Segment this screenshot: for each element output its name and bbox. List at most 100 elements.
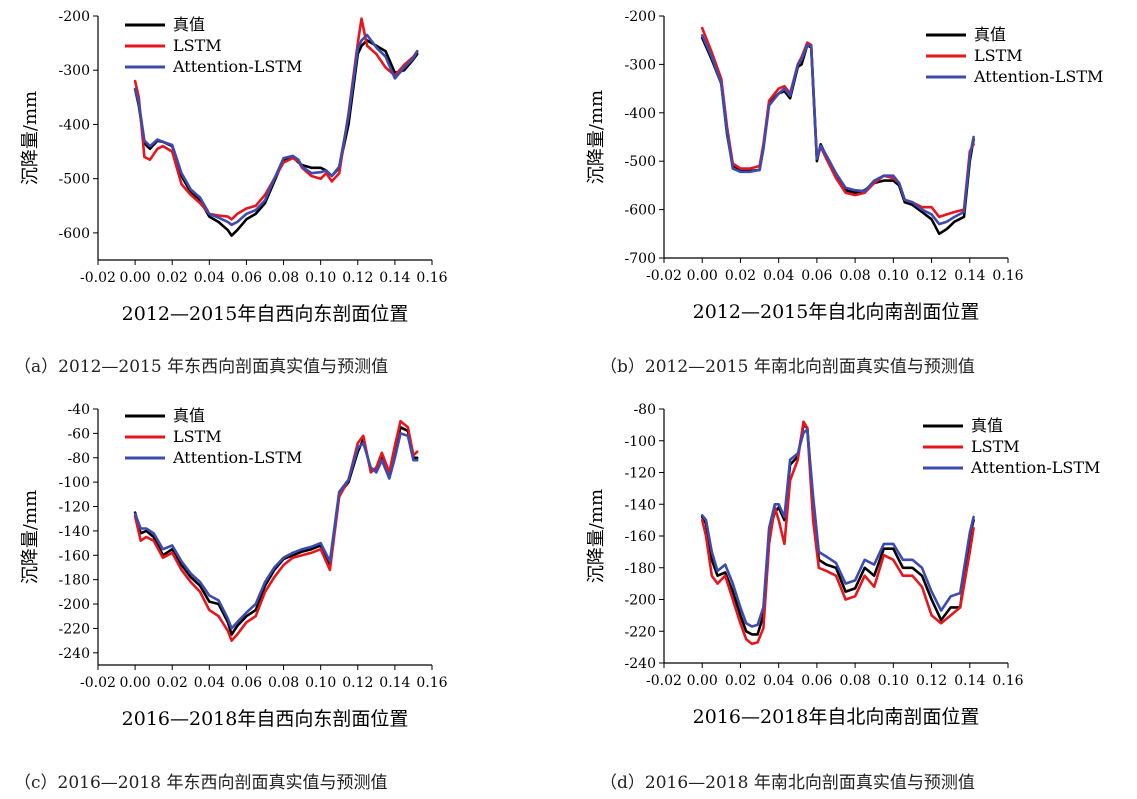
chart-d-legend-label-true-value: 真值 [971,416,1003,435]
chart-d-x-tick-label: 0.08 [840,673,871,689]
chart-c-x-tick-label: 0.00 [120,675,151,691]
chart-a-y-tick-label: -500 [59,172,90,188]
chart-c-svg: -0.02 0.00 0.02 0.04 0.06 0.08 0.10 0.12 0.14 0.1… [20,402,448,730]
chart-c-y-tick-label: -220 [59,621,90,637]
chart-a-y-label: 沉降量/mm [20,91,41,185]
caption-a: （a）2012—2015 年东西向剖面真实值与预测值 [14,357,389,377]
chart-b-x-tick-label: 0.08 [840,268,871,284]
chart-d-y-tick-label: -160 [625,529,656,545]
chart-c-y-tick-label: -40 [67,402,90,418]
chart-a-x-tick-label: 0.08 [268,270,299,286]
chart-c-y-tick-label: -120 [59,500,90,516]
chart-c-x-tick-label: 0.16 [416,675,447,691]
chart-b-x-tick-label: 0.04 [763,268,794,284]
chart-b-y-label: 沉降量/mm [586,90,607,184]
chart-b-x-tick-label: 0.12 [916,268,947,284]
chart-a-x-tick-label: 0.04 [194,270,225,286]
caption-b: （b）2012—2015 年南北向剖面真实值与预测值 [600,357,975,377]
chart-c-x-tick-label: 0.14 [379,675,410,691]
chart-b-y-tick-label: -500 [625,154,656,170]
chart-b-x-tick-label: 0.16 [992,268,1023,284]
chart-d-x-tick-label: 0.10 [878,673,909,689]
caption-c: （c）2016—2018 年东西向剖面真实值与预测值 [14,773,388,793]
chart-c-y-tick-label: -80 [67,451,90,467]
chart-a-y-tick-label: -300 [59,63,90,79]
chart-b-x-tick-label: -0.02 [646,268,682,284]
chart-a-series-attention-lstm-line [133,33,419,227]
chart-b-series-true-value-line [700,36,975,236]
chart-c-y-tick-label: -180 [59,573,90,589]
chart-d-series-attention-lstm-line [700,428,975,628]
chart-c-y-tick-label: -200 [59,597,90,613]
chart-c-legend-label-lstm: LSTM [173,427,222,446]
chart-b: -0.02 0.00 0.02 0.04 0.06 0.08 0.10 0.12 0.14 0.1… [568,0,1137,345]
chart-c: -0.02 0.00 0.02 0.04 0.06 0.08 0.10 0.12 0.14 0.1… [0,395,568,755]
chart-d-y-tick-label: -180 [625,561,656,577]
chart-c-legend-label-attention-lstm: Attention-LSTM [172,448,302,467]
chart-d-svg: -0.02 0.00 0.02 0.04 0.06 0.08 0.10 0.12 0.14 0.1… [586,402,1100,728]
chart-d-x-tick-label: 0.02 [725,673,756,689]
chart-b-x-label: 2012—2015年自北向南剖面位置 [693,301,980,323]
chart-b-y-tick-label: -200 [625,9,656,25]
chart-c-x-tick-label: 0.12 [342,675,373,691]
chart-c-x-tick-label: 0.02 [157,675,188,691]
chart-a-x-tick-label: 0.02 [157,270,188,286]
caption-d: （d）2016—2018 年南北向剖面真实值与预测值 [600,773,975,793]
chart-c-series-lstm-line [133,419,419,642]
chart-b-legend-label-lstm: LSTM [974,46,1023,65]
chart-d-x-tick-label: 0.12 [916,673,947,689]
chart-b-y-tick-label: -700 [625,251,656,267]
chart-c-y-tick-label: -160 [59,548,90,564]
chart-b-y-tick-label: -600 [625,203,656,219]
chart-b-x-tick-label: 0.06 [801,268,832,284]
chart-c-y-tick-label: -140 [59,524,90,540]
chart-d-series-true-value-line [700,423,975,636]
chart-d-y-label: 沉降量/mm [586,489,607,583]
chart-d-y-tick-label: -100 [625,434,656,450]
chart-d-legend-label-lstm: LSTM [971,437,1020,456]
chart-c-y-tick-label: -100 [59,475,90,491]
chart-b-legend-label-attention-lstm: Attention-LSTM [973,67,1103,86]
chart-a-x-tick-label: -0.02 [80,270,116,286]
chart-a-legend-label-attention-lstm: Attention-LSTM [172,57,302,76]
chart-c-x-tick-label: -0.02 [80,675,116,691]
chart-a-legend-label-true-value: 真值 [173,15,205,34]
chart-d-y-tick-label: -140 [625,497,656,513]
chart-c-y-label: 沉降量/mm [20,490,41,584]
chart-b-x-tick-label: 0.02 [725,268,756,284]
chart-a-x-tick-label: 0.06 [231,270,262,286]
chart-d: -0.02 0.00 0.02 0.04 0.06 0.08 0.10 0.12 0.14 0.1… [568,395,1137,755]
chart-a-svg: -0.02 0.00 0.02 0.04 0.06 0.08 0.10 0.12 0.14 0.1… [20,9,448,325]
chart-c-x-label: 2016—2018年自西向东剖面位置 [122,708,409,730]
chart-a: -0.02 0.00 0.02 0.04 0.06 0.08 0.10 0.12 0.14 0.1… [0,0,568,345]
chart-a-x-tick-label: 0.10 [305,270,336,286]
chart-b-x-tick-label: 0.00 [687,268,718,284]
chart-d-y-tick-label: -220 [625,624,656,640]
chart-b-x-tick-label: 0.10 [878,268,909,284]
chart-d-x-tick-label: 0.00 [687,673,718,689]
chart-d-y-tick-label: -240 [625,656,656,672]
chart-d-y-tick-label: -120 [625,466,656,482]
chart-a-legend-label-lstm: LSTM [173,36,222,55]
chart-c-y-tick-label: -60 [67,426,90,442]
chart-c-series-attention-lstm-line [133,432,419,630]
chart-b-x-tick-label: 0.14 [954,268,985,284]
chart-d-y-tick-label: -200 [625,593,656,609]
chart-b-y-tick-label: -400 [625,106,656,122]
chart-d-x-tick-label: 0.06 [801,673,832,689]
chart-c-y-tick-label: -240 [59,646,90,662]
chart-a-x-tick-label: 0.14 [379,270,410,286]
chart-a-y-tick-label: -200 [59,9,90,25]
chart-a-x-tick-label: 0.12 [342,270,373,286]
chart-d-x-tick-label: -0.02 [646,673,682,689]
chart-d-legend-label-attention-lstm: Attention-LSTM [970,458,1100,477]
chart-c-x-tick-label: 0.08 [268,675,299,691]
chart-c-x-tick-label: 0.10 [305,675,336,691]
chart-b-y-tick-label: -300 [625,57,656,73]
chart-a-y-tick-label: -600 [59,226,90,242]
chart-a-x-tick-label: 0.00 [120,270,151,286]
chart-b-legend-label-true-value: 真值 [974,25,1006,44]
chart-a-y-tick-label: -400 [59,117,90,133]
chart-d-x-label: 2016—2018年自北向南剖面位置 [693,706,980,728]
chart-d-x-tick-label: 0.16 [992,673,1023,689]
